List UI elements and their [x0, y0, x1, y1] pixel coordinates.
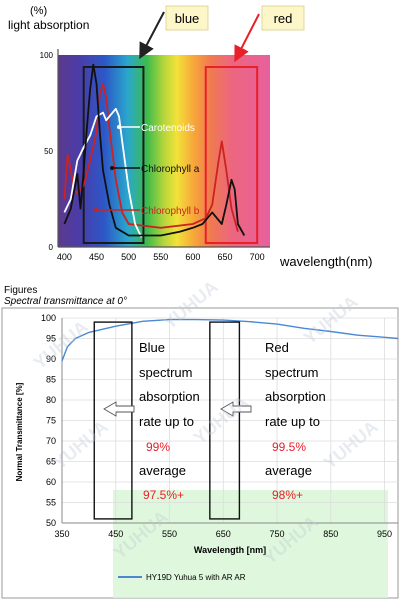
red-callout-box — [261, 5, 305, 31]
absorption-x-tick: 550 — [153, 252, 168, 262]
transmittance-x-tick: 450 — [108, 529, 123, 539]
red-callout-label: red — [274, 11, 293, 26]
figures-label: Figures — [4, 285, 37, 296]
absorption-chart: (%) light absorption 0 50 100 400 450 500 550… — [8, 5, 373, 269]
blue-highlight-box — [93, 321, 133, 520]
red-callout-arrow — [234, 13, 260, 63]
series-line-carotenoids — [63, 107, 143, 238]
blue-annotation-line: average — [139, 463, 186, 478]
absorption-y-label: light absorption — [8, 18, 89, 32]
transmittance-x-tick: 850 — [323, 529, 338, 539]
absorption-y-tick: 50 — [44, 147, 53, 156]
red-annotation-line: Red — [265, 340, 289, 355]
blue-annotation-line: Blue — [139, 340, 165, 355]
absorption-x-tick: 700 — [250, 252, 265, 262]
absorption-x-tick: 450 — [89, 252, 104, 262]
transmittance-y-label: Normal Transmittance [%] — [15, 382, 24, 481]
red-highlight-box — [209, 321, 241, 520]
blue-band-box — [82, 66, 145, 244]
transmittance-y-tick: 70 — [46, 436, 56, 446]
blue-annotation: Blue spectrum absorption rate up to 99% … — [139, 340, 200, 502]
chlorophyll-a-pointer-dot — [110, 166, 114, 170]
chlorophyll-b-pointer-dot — [94, 208, 98, 212]
transmittance-y-tick: 60 — [46, 477, 56, 487]
transmittance-y-tick: 80 — [46, 395, 56, 405]
carotenoids-label: Carotenoids — [141, 123, 195, 134]
absorption-x-tick: 650 — [218, 252, 233, 262]
legend-entry: HY19D Yuhua 5 with AR AR — [146, 573, 246, 582]
transmittance-x-tick: 750 — [270, 529, 285, 539]
red-band-box — [204, 66, 259, 244]
carotenoids-pointer-dot — [117, 125, 121, 129]
absorption-x-tick: 400 — [57, 252, 72, 262]
absorption-y-tick: 100 — [40, 51, 54, 60]
red-annotation-line: rate up to — [265, 414, 320, 429]
absorption-y-unit: (%) — [30, 5, 47, 17]
blue-callout-arrow — [139, 11, 165, 60]
transmittance-x-tick: 350 — [54, 529, 69, 539]
chlorophyll-b-label: Chlorophyll b — [141, 206, 200, 217]
red-annotation-line: average — [265, 463, 312, 478]
transmittance-y-tick: 50 — [46, 518, 56, 528]
blue-annotation-line: spectrum — [139, 365, 192, 380]
green-band — [113, 490, 388, 598]
blue-callout-label: blue — [175, 11, 200, 26]
transmittance-x-tick: 950 — [377, 529, 392, 539]
blue-annotation-line: rate up to — [139, 414, 194, 429]
blue-arrow-left-icon — [103, 401, 135, 417]
transmittance-y-tick: 95 — [46, 334, 56, 344]
absorption-x-label: wavelength(nm) — [279, 254, 373, 269]
absorption-x-tick: 500 — [121, 252, 136, 262]
series-line-chlorophyll-a — [63, 63, 246, 237]
transmittance-x-label: Wavelength [nm] — [194, 545, 266, 555]
red-annotation-line: spectrum — [265, 365, 318, 380]
transmittance-title: Spectral transmittance at 0° — [4, 296, 127, 307]
blue-callout-box — [165, 5, 209, 31]
blue-annotation-line: absorption — [139, 389, 200, 404]
transmittance-y-tick: 55 — [46, 498, 56, 508]
transmittance-chart: Figures Spectral transmittance at 0° 50 5… — [1, 277, 399, 599]
red-annotation: Red spectrum absorption rate up to 99.5%… — [265, 340, 326, 502]
red-average-value: 98%+ — [272, 488, 303, 502]
chlorophyll-a-label: Chlorophyll a — [141, 164, 200, 175]
series-line-transmittance — [61, 318, 399, 362]
blue-average-value: 97.5%+ — [143, 488, 184, 502]
transmittance-y-tick: 100 — [41, 313, 56, 323]
transmittance-y-tick: 75 — [46, 416, 56, 426]
red-arrow-left-icon — [220, 401, 252, 417]
transmittance-x-tick: 550 — [162, 529, 177, 539]
blue-rate-value: 99% — [146, 440, 170, 454]
transmittance-y-tick: 65 — [46, 457, 56, 467]
transmittance-y-tick: 90 — [46, 354, 56, 364]
red-annotation-line: absorption — [265, 389, 326, 404]
absorption-x-tick: 600 — [185, 252, 200, 262]
series-line-chlorophyll-b — [63, 82, 239, 232]
transmittance-x-tick: 650 — [216, 529, 231, 539]
spectrum-background — [58, 55, 270, 247]
red-rate-value: 99.5% — [272, 440, 306, 454]
transmittance-y-tick: 85 — [46, 375, 56, 385]
absorption-y-tick: 0 — [49, 243, 54, 252]
